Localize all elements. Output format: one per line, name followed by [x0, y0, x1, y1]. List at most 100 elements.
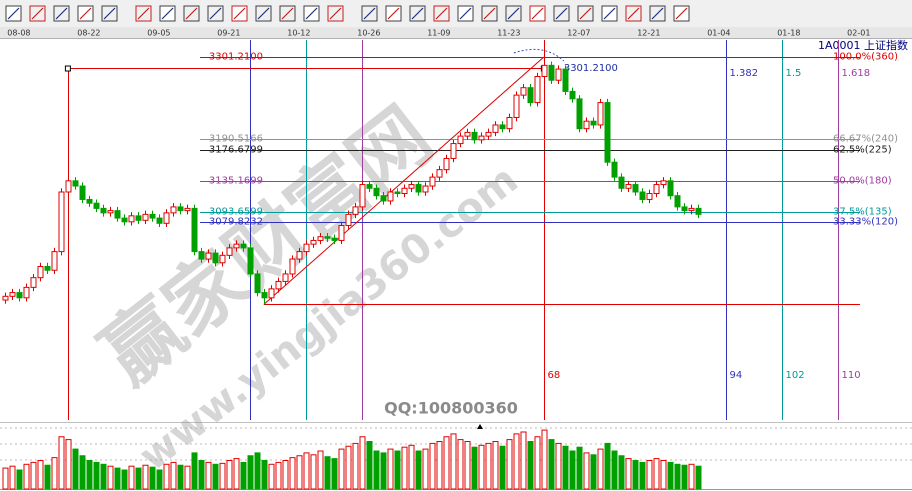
- time-ratio-label: 1.5: [786, 68, 802, 79]
- candle-body: [79, 185, 86, 200]
- tool-icon: [327, 5, 344, 22]
- time-line-label: 102: [786, 370, 805, 381]
- candle-body: [688, 207, 695, 212]
- candle-body: [142, 213, 149, 221]
- tool-icon: [231, 5, 248, 22]
- candle-body: [555, 68, 562, 81]
- candle-body: [9, 292, 16, 297]
- candle-body: [695, 207, 702, 215]
- candle-body: [331, 237, 338, 241]
- volume-bar: [569, 450, 576, 490]
- x-tick-label: 01-04: [707, 29, 730, 38]
- candle-body: [429, 176, 436, 187]
- candle-body: [478, 135, 485, 141]
- icon-stroke: [507, 7, 520, 20]
- volume-bar: [632, 460, 639, 490]
- candle-body: [450, 143, 457, 159]
- x-tick-label: 11-23: [497, 29, 520, 38]
- tool-icon: [433, 5, 450, 22]
- volume-bar: [261, 460, 268, 490]
- volume-bar: [16, 469, 23, 490]
- toolbar: [0, 0, 912, 27]
- icon-frame: [53, 5, 70, 22]
- volume-bar: [422, 448, 429, 490]
- candle-body: [268, 288, 275, 299]
- tool-icon: [361, 5, 378, 22]
- time-line-label: 110: [842, 370, 861, 381]
- candle-body: [359, 184, 366, 208]
- tool-icon: [601, 5, 618, 22]
- volume-bar: [86, 460, 93, 490]
- volume-bar: [576, 446, 583, 490]
- volume-bar: [79, 455, 86, 490]
- icon-stroke: [603, 7, 616, 20]
- volume-bar: [212, 463, 219, 490]
- icon-stroke: [305, 7, 318, 20]
- candle-body: [646, 192, 653, 200]
- icon-frame: [183, 5, 200, 22]
- volume-bar: [65, 439, 72, 490]
- volume-bar: [695, 465, 702, 490]
- candle-body: [492, 124, 499, 133]
- candle-body: [44, 266, 51, 271]
- candle-body: [471, 131, 478, 141]
- candle-body: [562, 68, 569, 92]
- volume-bar: [457, 439, 464, 490]
- icon-stroke: [627, 7, 640, 20]
- fib-price-label: 3079.8232: [209, 217, 263, 228]
- volume-bar: [93, 461, 100, 490]
- fib-price-label: 3135.1699: [209, 176, 263, 187]
- candle-body: [485, 131, 492, 137]
- tool-icon: [409, 5, 426, 22]
- volume-bar: [359, 436, 366, 490]
- candle-body: [457, 135, 464, 145]
- tool-icon: [255, 5, 272, 22]
- volume-bar: [373, 450, 380, 490]
- icon-stroke: [363, 7, 376, 20]
- volume-bar: [149, 466, 156, 490]
- volume-bar: [296, 455, 303, 490]
- icon-stroke: [435, 7, 448, 20]
- tool-icon: [505, 5, 522, 22]
- volume-bar: [352, 442, 359, 490]
- volume-bar: [121, 469, 128, 490]
- tool-icon: [183, 5, 200, 22]
- volume-bar: [562, 445, 569, 490]
- candle-body: [366, 184, 373, 189]
- candle-body: [233, 243, 240, 249]
- icon-frame: [577, 5, 594, 22]
- fib-ratio-label: 62.5%(225): [833, 145, 892, 156]
- icon-stroke: [281, 7, 294, 20]
- candle-body: [86, 198, 93, 204]
- candle-body: [30, 277, 37, 288]
- volume-bar: [226, 460, 233, 490]
- candle-body: [261, 292, 268, 299]
- candle-body: [247, 247, 254, 275]
- icon-stroke: [483, 7, 496, 20]
- candle-body: [128, 215, 135, 223]
- candle-body: [373, 187, 380, 197]
- volume-bar: [303, 452, 310, 490]
- volume-bar: [345, 445, 352, 490]
- volume-bar: [639, 461, 646, 490]
- volume-bar: [478, 444, 485, 490]
- volume-bar: [443, 436, 450, 490]
- volume-bar: [548, 439, 555, 490]
- candle-body: [170, 206, 177, 214]
- volume-bar: [366, 441, 373, 490]
- volume-bar: [2, 467, 9, 490]
- volume-bar: [191, 452, 198, 490]
- candle-body: [254, 273, 261, 294]
- candle-body: [660, 180, 667, 186]
- x-tick-label: 01-18: [777, 29, 800, 38]
- icon-stroke: [329, 7, 342, 20]
- marker: [477, 424, 483, 429]
- candle-body: [296, 251, 303, 260]
- icon-stroke: [579, 7, 592, 20]
- candle-body: [177, 206, 184, 212]
- tool-icon: [481, 5, 498, 22]
- candle-body: [65, 180, 72, 193]
- volume-bar: [331, 458, 338, 490]
- candle-body: [681, 206, 688, 212]
- volume-bar: [163, 463, 170, 490]
